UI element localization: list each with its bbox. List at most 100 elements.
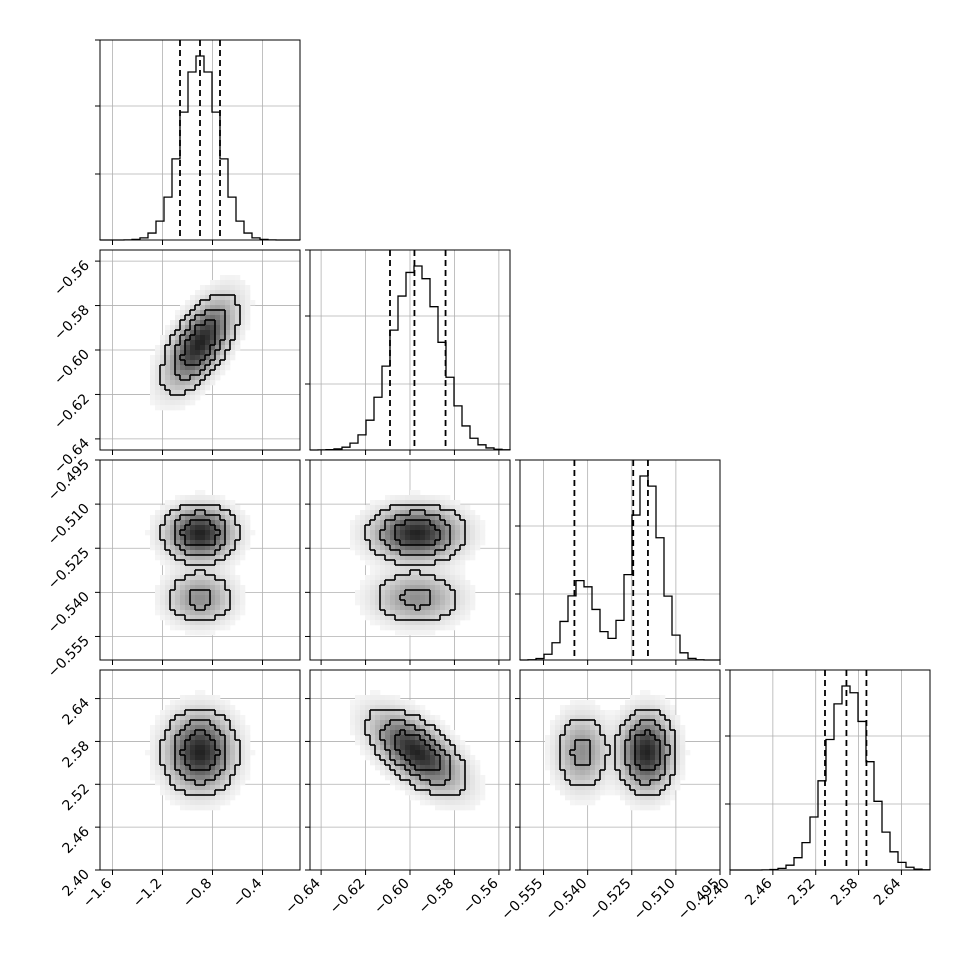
density-cell [610, 725, 616, 731]
density-cell [465, 610, 471, 616]
density-cell [650, 795, 656, 801]
density-cell [440, 735, 446, 741]
density-cell [180, 620, 186, 626]
density-cell [395, 550, 401, 556]
density-cell [190, 365, 196, 371]
density-cell [415, 765, 421, 771]
density-cell [660, 700, 666, 706]
density-cell [545, 740, 551, 746]
density-cell [180, 800, 186, 806]
density-cell [665, 785, 671, 791]
density-cell [205, 570, 211, 576]
density-cell [455, 590, 461, 596]
density-cell [420, 735, 426, 741]
density-cell [170, 590, 176, 596]
density-cell [455, 780, 461, 786]
density-cell [445, 515, 451, 521]
density-cell [230, 285, 236, 291]
density-cell [465, 795, 471, 801]
density-cell [450, 760, 456, 766]
density-cell [560, 710, 566, 716]
density-cell [420, 795, 426, 801]
density-cell [200, 780, 206, 786]
density-cell [250, 300, 256, 306]
density-cell [155, 365, 161, 371]
density-cell [470, 520, 476, 526]
density-cell [175, 505, 181, 511]
density-cell [470, 800, 476, 806]
density-cell [375, 750, 381, 756]
density-cell [225, 360, 231, 366]
density-cell [195, 325, 201, 331]
density-cell [415, 735, 421, 741]
density-cell [575, 700, 581, 706]
density-cell [150, 745, 156, 751]
density-cell [560, 705, 566, 711]
density-cell [355, 595, 361, 601]
density-cell [635, 695, 641, 701]
density-cell [375, 535, 381, 541]
density-cell [450, 525, 456, 531]
density-cell [420, 585, 426, 591]
density-cell [595, 765, 601, 771]
density-cell [480, 790, 486, 796]
density-cell [665, 720, 671, 726]
density-cell [425, 715, 431, 721]
density-cell [175, 560, 181, 566]
density-cell [185, 540, 191, 546]
density-cell [185, 535, 191, 541]
density-cell [425, 505, 431, 511]
density-cell [370, 555, 376, 561]
density-cell [195, 505, 201, 511]
density-cell [370, 620, 376, 626]
density-cell [220, 620, 226, 626]
density-cell [150, 365, 156, 371]
density-cell [175, 500, 181, 506]
density-cell [350, 700, 356, 706]
density-cell [650, 790, 656, 796]
density-cell [385, 575, 391, 581]
density-cell [400, 540, 406, 546]
density-cell [405, 600, 411, 606]
density-cell [155, 350, 161, 356]
density-cell [230, 530, 236, 536]
density-cell [360, 740, 366, 746]
density-cell [455, 555, 461, 561]
density-cell [470, 805, 476, 811]
density-cell [585, 720, 591, 726]
density-cell [360, 715, 366, 721]
density-cell [395, 630, 401, 636]
density-cell [380, 550, 386, 556]
density-cell [180, 330, 186, 336]
density-cell [210, 630, 216, 636]
density-cell [420, 575, 426, 581]
density-cell [615, 710, 621, 716]
density-cell [590, 780, 596, 786]
density-cell [165, 575, 171, 581]
density-cell [165, 380, 171, 386]
density-cell [205, 500, 211, 506]
density-cell [170, 760, 176, 766]
density-cell [425, 740, 431, 746]
density-cell [430, 735, 436, 741]
density-cell [180, 390, 186, 396]
density-cell [380, 575, 386, 581]
density-cell [180, 555, 186, 561]
density-cell [565, 750, 571, 756]
density-cell [435, 500, 441, 506]
density-cell [425, 510, 431, 516]
density-cell [655, 725, 661, 731]
density-cell [165, 615, 171, 621]
density-cell [225, 335, 231, 341]
density-cell [390, 720, 396, 726]
density-cell [185, 310, 191, 316]
density-cell [195, 765, 201, 771]
density-cell [380, 570, 386, 576]
density-cell [405, 575, 411, 581]
density-cell [365, 575, 371, 581]
density-cell [450, 600, 456, 606]
density-cell [385, 710, 391, 716]
density-cell [150, 395, 156, 401]
density-cell [185, 550, 191, 556]
density-cell [470, 775, 476, 781]
